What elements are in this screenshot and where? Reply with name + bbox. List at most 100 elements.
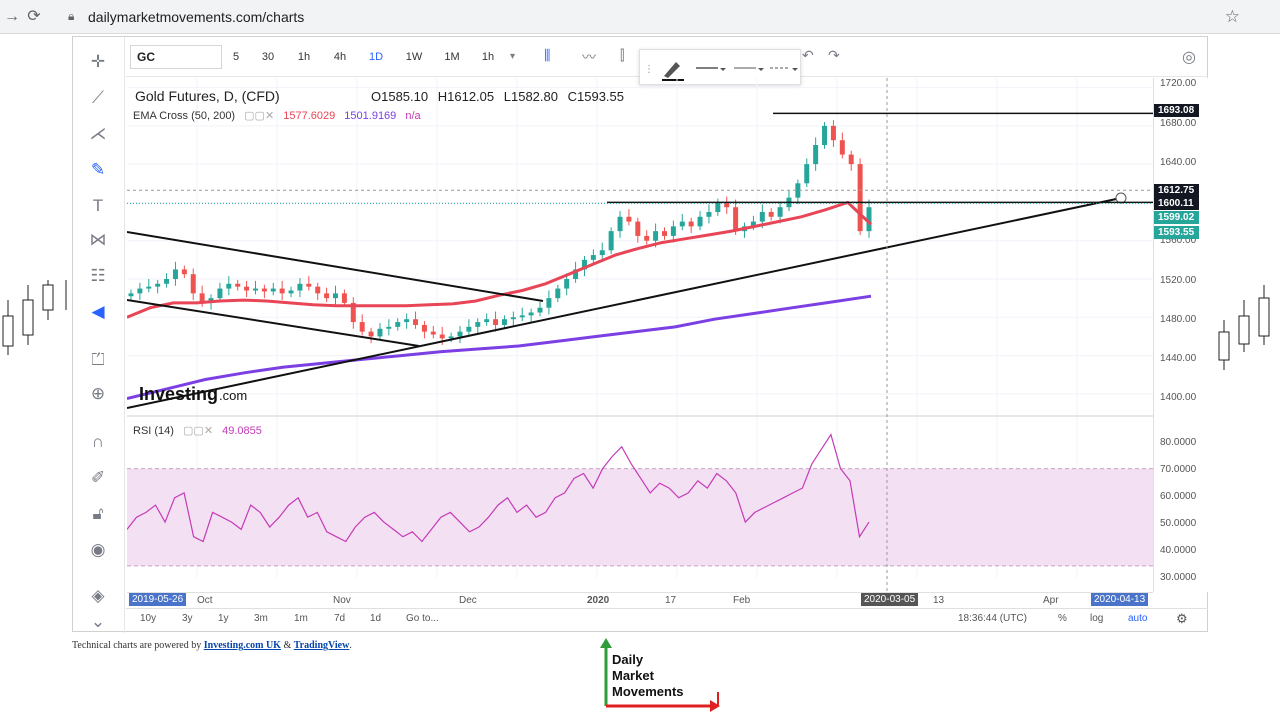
candle-up [822, 125, 828, 145]
pattern-icon[interactable]: ⋈ [89, 230, 107, 249]
settings-gear-icon[interactable]: ⚙ [1176, 611, 1188, 626]
forward-icon[interactable]: → [4, 8, 20, 25]
range-3y[interactable]: 3y [182, 613, 193, 624]
text-icon[interactable]: T [92, 196, 104, 215]
address-bar[interactable]: 🔒︎ dailymarketmovements.com/charts ☆ [56, 4, 1256, 30]
zoom-icon[interactable]: ⊕ [90, 384, 106, 403]
tf-custom[interactable]: 1h [481, 51, 495, 63]
tf-1w[interactable]: 1W [405, 51, 423, 63]
brush-icon[interactable]: ✎ [90, 160, 106, 179]
candle-up [679, 221, 685, 227]
stay-drawing-icon[interactable]: ✐ [90, 468, 106, 487]
tradingview-link[interactable]: TradingView [293, 640, 350, 651]
percent-toggle[interactable]: % [1058, 613, 1067, 624]
undo-icon[interactable]: ↶ [802, 47, 814, 63]
candle-up [555, 288, 561, 299]
rsi-settings-icon[interactable]: ▢▢✕ [183, 425, 214, 437]
investing-link[interactable]: Investing.com UK [203, 640, 281, 651]
symbol-search[interactable]: GC [130, 45, 222, 69]
candle-up [715, 202, 721, 212]
candle-up [137, 288, 143, 294]
log-toggle[interactable]: log [1090, 613, 1104, 624]
lock-drawings-icon[interactable]: 🔓︎ [92, 504, 104, 523]
arrow-left-icon[interactable]: ◀ [91, 302, 105, 321]
indicators-icon[interactable]: 〰 [582, 49, 596, 65]
camera-icon[interactable]: ◎ [1182, 49, 1196, 66]
price-axis[interactable]: 1720.00 1680.00 1640.00 1560.00 1520.00 … [1153, 78, 1208, 592]
rsi-label: RSI (14) [133, 425, 174, 437]
drawing-style-icons[interactable]: ⋮ [640, 50, 802, 86]
tf-30[interactable]: 30 [261, 51, 275, 63]
ruler-icon[interactable]: ⏍ [91, 350, 105, 369]
price-tag-high-line: 1693.08 [1154, 104, 1199, 117]
ema-fast-line [126, 200, 873, 319]
candle-down [493, 319, 499, 325]
trendline-handle [1115, 192, 1127, 204]
candle-up [537, 307, 543, 313]
candle-down [181, 269, 187, 275]
rsi-tick: 50.0000 [1160, 518, 1197, 529]
candle-down [439, 334, 445, 339]
candle-up [795, 183, 801, 198]
tf-dropdown-icon[interactable]: ▾ [510, 51, 516, 62]
decor-candles-left [2, 280, 67, 355]
candle-up [288, 290, 294, 294]
time-axis[interactable]: 2019-05-26 Oct Nov Dec 2020 17 Feb 2020-… [127, 592, 1153, 608]
visibility-eye-icon[interactable]: ◉ [90, 540, 106, 559]
chart-canvas[interactable]: Investing .com [126, 78, 1153, 592]
lock-icon: 🔒︎ [68, 9, 75, 23]
range-10y[interactable]: 10y [140, 613, 157, 624]
projection-icon[interactable]: ☷ [90, 266, 106, 285]
tf-1m[interactable]: 1M [444, 51, 460, 63]
legend-title: Gold Futures, D, (CFD) [135, 88, 280, 104]
candle-down [199, 293, 205, 303]
candle-up [670, 226, 676, 236]
price-tag-support: 1600.11 [1154, 197, 1199, 210]
candles-icon[interactable]: ⫼ [544, 47, 551, 63]
bookmark-star-icon[interactable]: ☆ [1224, 7, 1240, 26]
tf-4h[interactable]: 4h [333, 51, 347, 63]
auto-toggle[interactable]: auto [1128, 613, 1148, 624]
utc-clock[interactable]: 18:36:44 (UTC) [958, 613, 1027, 624]
tf-1d[interactable]: 1D [368, 51, 384, 63]
time-label: Apr [1043, 595, 1059, 606]
range-1y[interactable]: 1y [218, 613, 229, 624]
candle-down [235, 283, 241, 287]
candle-up [617, 216, 623, 232]
time-label: Dec [459, 595, 477, 606]
candle-down [421, 324, 427, 332]
plot-area[interactable]: Investing .com Gold Futures, D, (CFD) O15… [126, 78, 1153, 592]
rsi-tick: 30.0000 [1160, 572, 1197, 583]
candle-down [626, 216, 632, 222]
candle-up [777, 207, 783, 217]
candle-up [484, 319, 490, 323]
trendline-icon[interactable]: ⟋ [92, 88, 104, 107]
range-1m[interactable]: 1m [294, 613, 308, 624]
site-logo: Daily Market Movements [600, 636, 722, 712]
bottom-range-bar: 10y 3y 1y 3m 1m 7d 1d Go to... 18:36:44 … [126, 608, 1208, 630]
goto-date-button[interactable]: Go to... [406, 613, 439, 624]
reload-icon[interactable]: ⟳ [27, 8, 41, 25]
candle-down [350, 302, 356, 323]
crosshair-icon[interactable]: ✛ [90, 52, 106, 71]
range-1d[interactable]: 1d [370, 613, 382, 624]
logo-line1: Daily [612, 652, 644, 667]
candle-up [510, 317, 516, 320]
price-tick: 1680.00 [1160, 118, 1197, 129]
fib-icon[interactable]: ⋌ [89, 124, 107, 143]
magnet-icon[interactable]: ∩ [91, 432, 105, 451]
time-label: 2020-04-13 [1091, 593, 1149, 606]
layers-icon[interactable]: ◈ [91, 586, 105, 605]
ema-fast-value: 1577.6029 [283, 110, 336, 122]
collapse-chevron-icon[interactable]: ⌄ [90, 612, 106, 631]
ema-settings-icon[interactable]: ▢▢✕ [244, 110, 275, 122]
ema-label: EMA Cross (50, 200) [133, 110, 236, 122]
redo-icon[interactable]: ↷ [828, 47, 840, 63]
tf-1h[interactable]: 1h [297, 51, 311, 63]
range-3m[interactable]: 3m [254, 613, 268, 624]
tf-5[interactable]: 5 [232, 51, 240, 63]
compare-icon[interactable]: ⫿ [620, 47, 625, 63]
range-7d[interactable]: 7d [334, 613, 346, 624]
candle-up [395, 322, 401, 327]
decor-candles-right [1218, 285, 1270, 370]
